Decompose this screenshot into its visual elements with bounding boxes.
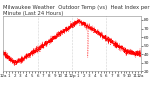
Text: Milwaukee Weather  Outdoor Temp (vs)  Heat Index per Minute (Last 24 Hours): Milwaukee Weather Outdoor Temp (vs) Heat… xyxy=(3,5,150,16)
